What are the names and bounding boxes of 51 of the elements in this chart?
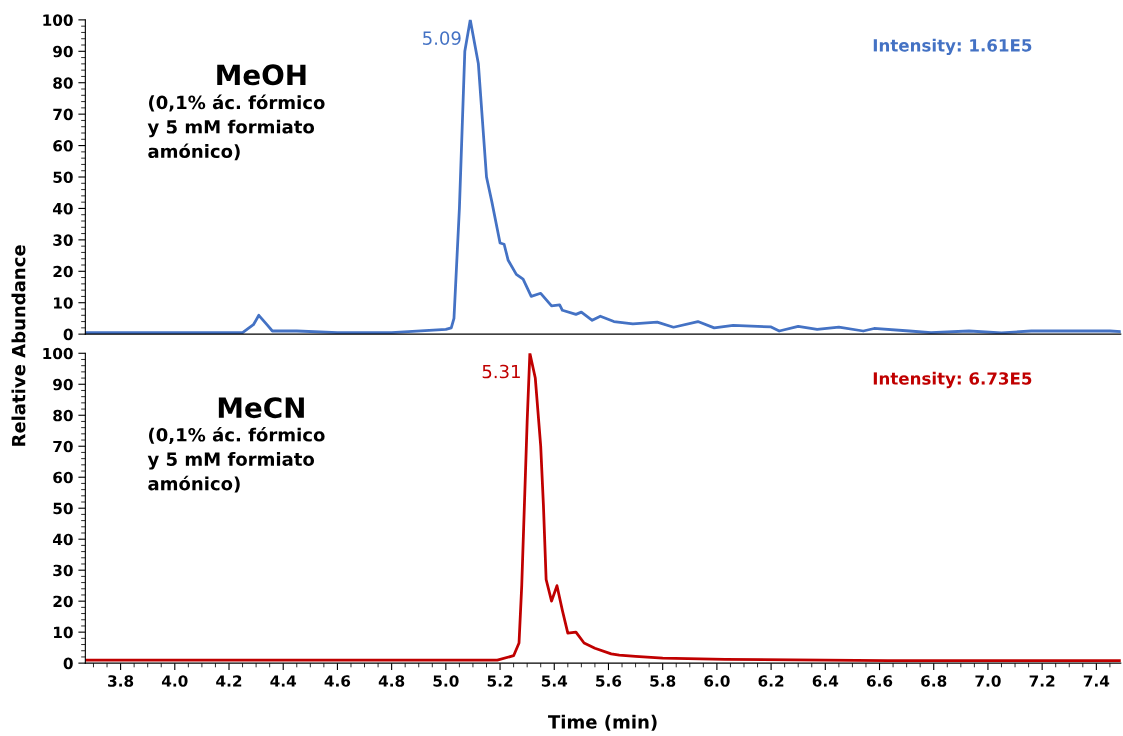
y-tick-label: 90 xyxy=(53,45,73,58)
y-tick-label: 20 xyxy=(53,595,73,608)
y-tick-label: 100 xyxy=(43,347,73,360)
x-tick-label: 7.2 xyxy=(1029,675,1055,687)
y-tick-label: 30 xyxy=(53,564,73,577)
x-tick-label: 7.0 xyxy=(975,675,1001,687)
annotation: MeOH xyxy=(217,64,306,86)
x-tick-label: 4.0 xyxy=(161,675,188,687)
x-axis-title: Time (min) xyxy=(548,714,657,731)
y-tick-label: 70 xyxy=(53,440,73,453)
x-tick-label: 5.0 xyxy=(433,675,459,687)
annotation: (0,1% ác. fórmico y 5 mM formiato amónico) xyxy=(147,94,325,161)
annotation: (0,1% ác. fórmico y 5 mM formiato amónico) xyxy=(147,426,325,493)
y-tick-label: 0 xyxy=(63,657,73,670)
y-tick-label: 90 xyxy=(53,378,73,391)
x-tick-label: 4.8 xyxy=(378,675,405,687)
y-axis-title: Relative Abundance xyxy=(11,245,26,446)
y-tick-label: 50 xyxy=(53,502,73,515)
y-tick-label: 70 xyxy=(53,108,73,121)
x-tick-label: 4.2 xyxy=(216,675,242,687)
x-tick-label: 5.2 xyxy=(487,675,513,687)
x-tick-label: 6.2 xyxy=(758,675,784,687)
y-tick-label: 100 xyxy=(43,14,73,26)
y-tick-label: 20 xyxy=(53,265,73,278)
x-tick-label: 5.8 xyxy=(650,675,676,687)
x-tick-label: 6.6 xyxy=(866,675,893,687)
y-tick-label: 60 xyxy=(53,140,73,152)
annotation: MeCN xyxy=(218,397,304,419)
y-tick-label: 80 xyxy=(53,409,73,422)
x-tick-label: 4.4 xyxy=(270,675,297,687)
y-tick-label: 10 xyxy=(54,626,73,639)
y-tick-label: 30 xyxy=(53,234,73,246)
x-tick-label: 6.8 xyxy=(921,675,947,687)
annotation: Intensity: 1.61E5 xyxy=(873,38,1032,55)
y-tick-label: 40 xyxy=(52,202,73,215)
y-tick-label: 10 xyxy=(54,297,73,309)
x-tick-label: 6.4 xyxy=(812,675,839,687)
annotation: Intensity: 6.73E5 xyxy=(873,371,1032,389)
x-tick-label: 6.0 xyxy=(704,675,730,687)
annotation: 5.31 xyxy=(482,364,520,379)
x-tick-label: 7.4 xyxy=(1083,675,1110,687)
x-tick-label: 4.6 xyxy=(324,675,351,687)
annotation: 5.09 xyxy=(423,31,461,45)
y-tick-label: 40 xyxy=(52,533,73,546)
y-tick-label: 50 xyxy=(53,171,73,184)
y-tick-label: 0 xyxy=(63,328,73,341)
x-tick-label: 3.8 xyxy=(108,675,134,687)
x-tick-label: 5.6 xyxy=(596,675,622,687)
x-tick-label: 5.4 xyxy=(541,675,568,687)
y-tick-label: 60 xyxy=(53,471,73,484)
y-tick-label: 80 xyxy=(53,77,73,89)
